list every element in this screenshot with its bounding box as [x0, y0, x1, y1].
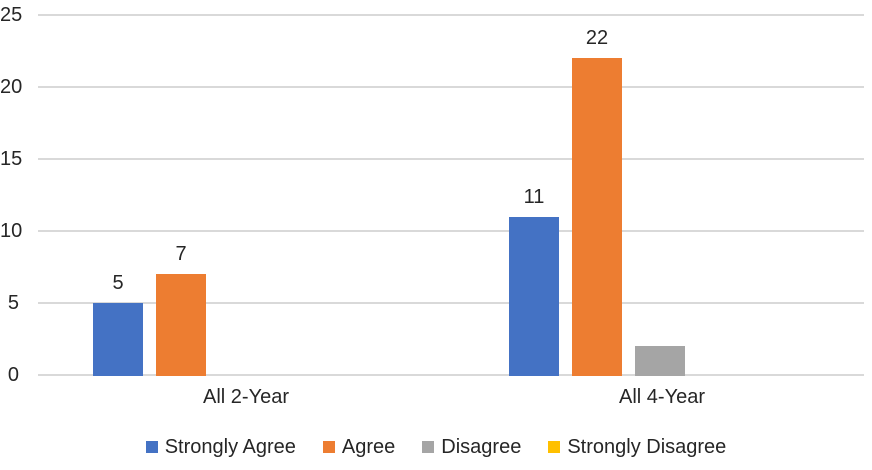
category-label: All 2-Year	[203, 386, 289, 408]
legend-label: Agree	[341, 436, 396, 458]
gridline	[38, 14, 864, 16]
y-axis-tick-label: 10	[0, 220, 23, 242]
bar-agree	[156, 274, 206, 376]
y-axis-tick-label: 25	[0, 4, 23, 26]
bar-disagree	[635, 346, 685, 376]
legend-swatch-icon	[548, 441, 561, 453]
gridline	[38, 158, 864, 160]
data-label: 22	[585, 27, 609, 49]
data-label: 5	[112, 272, 124, 294]
data-label: 11	[523, 186, 545, 208]
y-axis-tick-label: 15	[0, 148, 23, 170]
gridline	[38, 302, 864, 304]
legend-item: Disagree	[422, 435, 521, 459]
legend-swatch-icon	[322, 441, 335, 453]
legend-label: Strongly Disagree	[567, 436, 727, 458]
legend-swatch-icon	[145, 441, 158, 453]
legend-item: Strongly Agree	[145, 435, 296, 459]
legend: Strongly Agree Agree Disagree Strongly Disa…	[0, 434, 872, 460]
y-axis-tick-label: 0	[7, 364, 19, 386]
gridline	[38, 230, 864, 232]
legend-swatch-icon	[422, 441, 435, 453]
legend-label: Strongly Agree	[164, 436, 296, 458]
legend-item: Agree	[322, 435, 396, 459]
category-label: All 4-Year	[619, 386, 705, 408]
bar-agree	[572, 58, 622, 376]
legend-item: Strongly Disagree	[548, 435, 726, 459]
gridline	[38, 374, 864, 376]
y-axis-tick-label: 5	[7, 292, 19, 314]
y-axis-tick-label: 20	[0, 76, 23, 98]
gridline	[38, 86, 864, 88]
legend-label: Disagree	[441, 436, 522, 458]
data-label: 7	[175, 243, 187, 265]
bar-strongly-agree	[93, 303, 143, 376]
bar-strongly-agree	[509, 217, 559, 376]
